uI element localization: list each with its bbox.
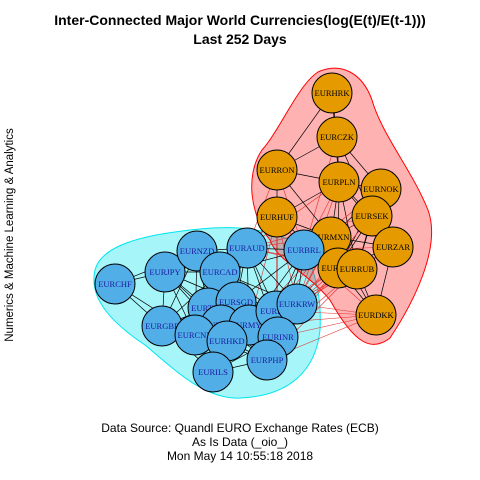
node-eurhuf: EURHUF <box>256 196 298 238</box>
node-circle <box>276 283 318 325</box>
chart-title-line1: Inter-Connected Major World Currencies(l… <box>54 12 426 28</box>
node-label: EURILS <box>198 367 228 377</box>
node-eurdkk: EURDKK <box>355 294 397 336</box>
node-label: EURPLN <box>322 177 355 187</box>
node-circle <box>283 229 325 271</box>
chart-title-line2: Last 252 Days <box>193 31 287 47</box>
node-circle <box>318 161 360 203</box>
node-label: EURNOK <box>363 184 399 194</box>
node-eurpln: EURPLN <box>318 161 360 203</box>
node-circle <box>311 72 353 114</box>
node-eurrub: EURRUB <box>336 248 378 290</box>
node-eurczk: EURCZK <box>316 116 358 158</box>
node-label: EURCHF <box>98 279 132 289</box>
node-label: EURPHP <box>251 355 284 365</box>
source-line1: Data Source: Quandl EURO Exchange Rates … <box>101 421 379 435</box>
node-circle <box>256 149 298 191</box>
node-label: EURTHB <box>191 303 225 313</box>
node-label: EURINR <box>262 332 294 342</box>
source-line2: As Is Data (_oio_) <box>191 435 289 449</box>
node-label: EURIDR <box>260 306 292 316</box>
node-eurhrk: EURHRK <box>311 72 353 114</box>
node-eurphp: EURPHP <box>246 339 288 381</box>
node-label: EURBRL <box>287 245 321 255</box>
node-circle <box>226 227 268 269</box>
node-label: EURKRW <box>279 299 315 309</box>
node-euraud: EURAUD <box>226 227 268 269</box>
node-circle <box>336 248 378 290</box>
node-circle <box>351 195 393 237</box>
node-circle <box>316 116 358 158</box>
node-circle <box>94 263 136 305</box>
node-label: EURGBP <box>145 321 179 331</box>
cluster-hull-b <box>251 67 433 345</box>
node-eursek: EURSEK <box>351 195 393 237</box>
node-eurjpy: EURJPY <box>144 251 186 293</box>
source-line3: Mon May 14 10:55:18 2018 <box>166 449 314 463</box>
node-label: EURMXN <box>313 232 350 242</box>
node-eurcad: EURCAD <box>199 251 241 293</box>
nodes-layer: EURHRK EURCZK EURRON EURPLN EURNOK EURHUF EURS… <box>94 72 414 393</box>
node-label: EURHRK <box>315 88 351 98</box>
node-circle <box>256 196 298 238</box>
node-eurbrl: EURBRL <box>283 229 325 271</box>
node-circle <box>372 226 414 268</box>
node-label: EURCAD <box>203 267 238 277</box>
node-circle <box>192 351 234 393</box>
node-label: EURCNY <box>178 330 213 340</box>
node-label: EURHUF <box>260 212 294 222</box>
node-label: EURZAR <box>376 242 410 252</box>
node-eurils: EURILS <box>192 351 234 393</box>
node-circle <box>355 294 397 336</box>
node-label: EURAUD <box>229 243 264 253</box>
node-label: EURNZD <box>180 246 214 256</box>
node-eurgbp: EURGBP <box>141 305 183 347</box>
node-eurchf: EURCHF <box>94 263 136 305</box>
node-eurron: EURRON <box>256 149 298 191</box>
node-label: EURSGD <box>219 297 253 307</box>
node-eurzar: EURZAR <box>372 226 414 268</box>
node-label: EURHKD <box>209 336 244 346</box>
node-label: EURRON <box>260 165 295 175</box>
node-circle <box>246 339 288 381</box>
node-label: EURCZK <box>320 132 355 142</box>
node-label: EURJPY <box>149 267 180 277</box>
node-label: EURRUB <box>340 264 375 274</box>
node-eurkrw: EURKRW <box>276 283 318 325</box>
node-label: EURMYR <box>231 320 268 330</box>
node-label: EURDKK <box>358 310 394 320</box>
node-label: EURSEK <box>355 211 389 221</box>
node-circle <box>144 251 186 293</box>
